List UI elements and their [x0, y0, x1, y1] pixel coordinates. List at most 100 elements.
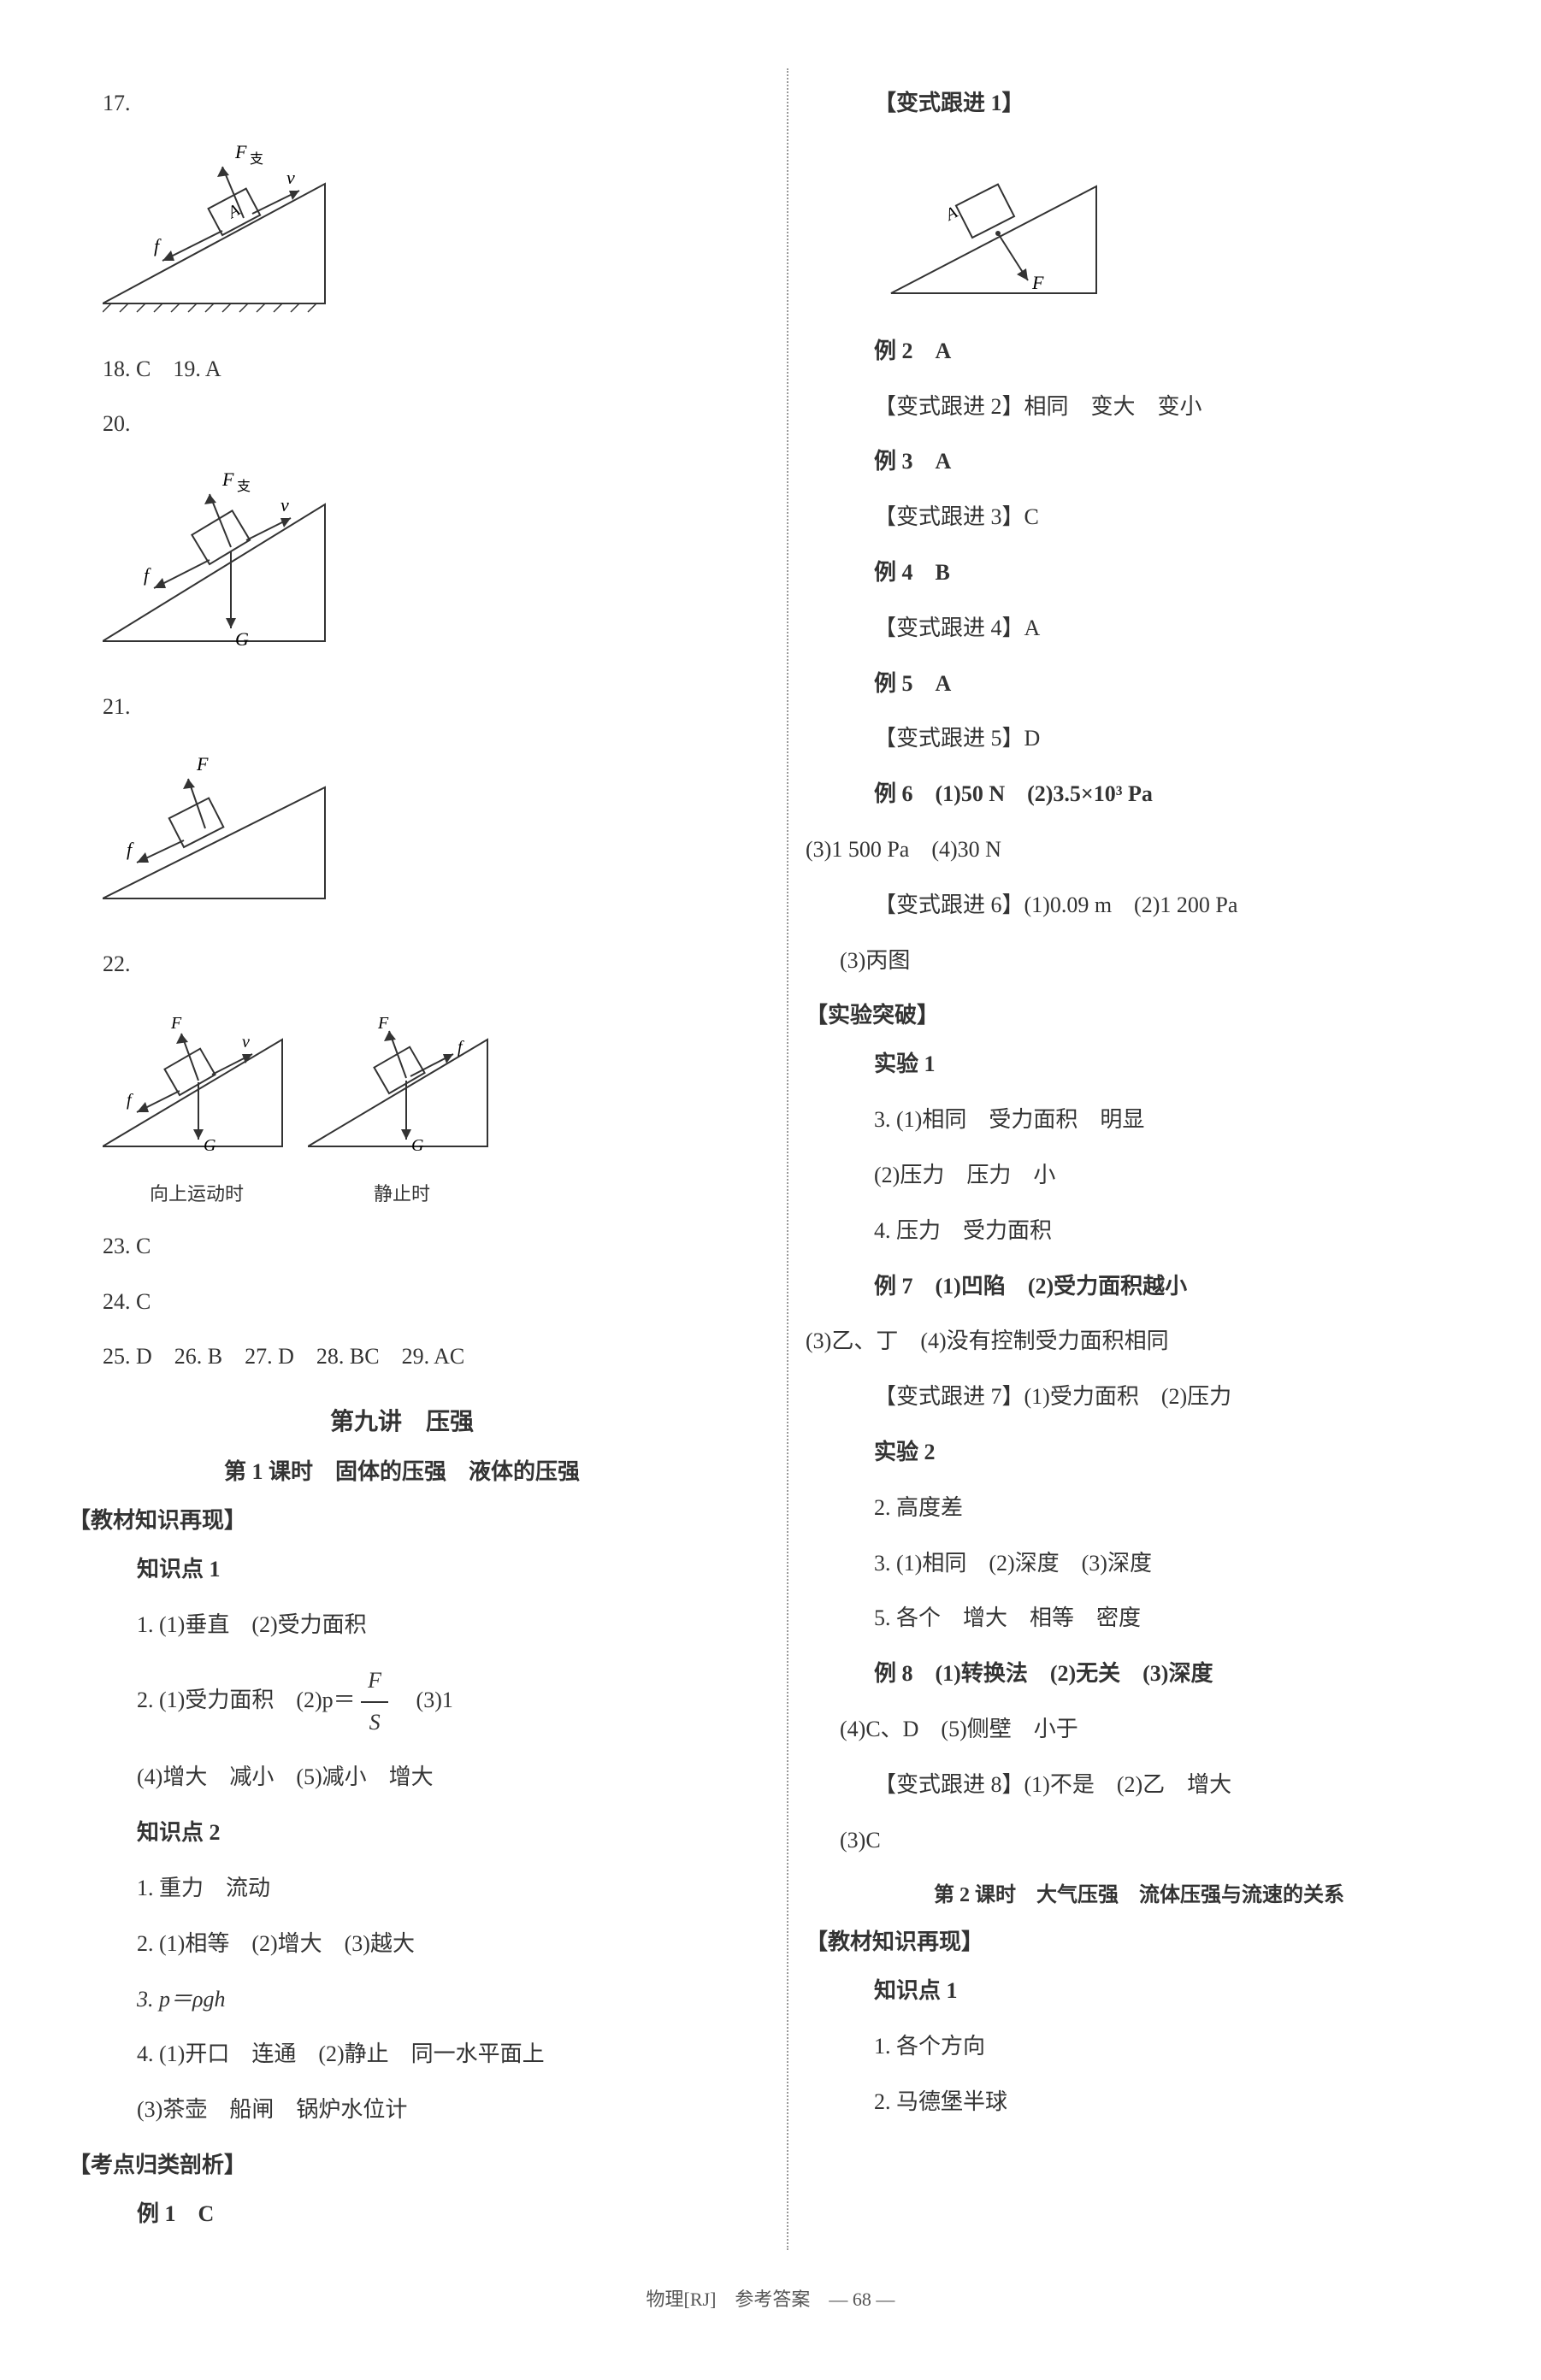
q22-right-caption: 静止时 — [308, 1177, 496, 1211]
ex6: 例 6 (1)50 N (2)3.5×10³ Pa — [806, 775, 1473, 815]
var2: 【变式跟进 2】相同 变大 变小 — [806, 387, 1473, 427]
ex4: 例 4 B — [806, 553, 1473, 593]
lecture-heading: 第九讲 压强 — [68, 1403, 735, 1437]
var7: 【变式跟进 7】(1)受力面积 (2)压力 — [806, 1377, 1473, 1417]
label-F20: F — [221, 468, 234, 490]
svg-text:A: A — [942, 203, 961, 225]
var1-diagram: A F — [806, 139, 1473, 316]
label-f20: f — [144, 564, 151, 586]
label-F20-sub: 支 — [237, 479, 251, 494]
exp1-4: 4. 压力 受力面积 — [806, 1211, 1473, 1252]
q21-diagram: F f — [103, 736, 735, 929]
kp2-2: 2. (1)相等 (2)增大 (3)越大 — [68, 1924, 735, 1965]
ex1: 例 1 C — [68, 2194, 735, 2235]
kp1-title: 知识点 1 — [68, 1550, 735, 1590]
kp2-4: 4. (1)开口 连通 (2)静止 同一水平面上 — [68, 2035, 735, 2075]
q17-diagram: A F 支 f v — [103, 133, 735, 334]
kp1-1: 1. (1)垂直 (2)受力面积 — [68, 1605, 735, 1646]
svg-text:F: F — [170, 1014, 182, 1033]
kp1-title2: 知识点 1 — [806, 1971, 1473, 2012]
ex7-text: 例 7 (1)凹陷 (2)受力面积越小 — [874, 1274, 1187, 1299]
label-v: v — [286, 167, 295, 188]
var6b: (3)丙图 — [806, 941, 1473, 981]
exp1-title: 实验 1 — [806, 1045, 1473, 1085]
label-F21: F — [196, 753, 209, 775]
kp1-1r: 1. 各个方向 — [806, 2027, 1473, 2067]
kp1-2-fraction: F S — [361, 1661, 388, 1743]
exp2-title: 实验 2 — [806, 1433, 1473, 1473]
q22-diagrams: F v f G 向上运动时 — [103, 993, 735, 1211]
q24: 24. C — [68, 1282, 735, 1323]
q21-number: 21. — [103, 694, 131, 719]
var8b: (3)C — [806, 1821, 1473, 1861]
exp2-5: 5. 各个 增大 相等 密度 — [806, 1599, 1473, 1639]
ex8-text: 例 8 (1)转换法 (2)无关 (3)深度 — [874, 1661, 1213, 1686]
var6: 【变式跟进 6】(1)0.09 m (2)1 200 Pa — [806, 886, 1473, 926]
var8: 【变式跟进 8】(1)不是 (2)乙 增大 — [806, 1765, 1473, 1806]
ex7: 例 7 (1)凹陷 (2)受力面积越小 — [806, 1267, 1473, 1307]
var1-title: 【变式跟进 1】 — [806, 84, 1473, 124]
q22-label: 22. F v — [68, 945, 735, 1211]
exp1-3: 3. (1)相同 受力面积 明显 — [806, 1100, 1473, 1140]
q20-label: 20. F 支 f — [68, 404, 735, 672]
ex8: 例 8 (1)转换法 (2)无关 (3)深度 — [806, 1654, 1473, 1694]
kp2-1: 1. 重力 流动 — [68, 1869, 735, 1909]
ex5: 例 5 A — [806, 664, 1473, 704]
q25-29: 25. D 26. B 27. D 28. BC 29. AC — [68, 1337, 735, 1377]
section-textbook2: 【教材知识再现】 — [806, 1924, 1473, 1956]
kp1-2-suffix: (3)1 — [394, 1688, 453, 1712]
label-F-sub: 支 — [250, 151, 263, 167]
period1-heading: 第 1 课时 固体的压强 液体的压强 — [68, 1454, 735, 1486]
q21-label: 21. F f — [68, 687, 735, 929]
ex6-text: 例 6 (1)50 N (2)3.5×10³ Pa — [874, 781, 1153, 806]
var4: 【变式跟进 4】A — [806, 609, 1473, 649]
q22-right-wrapper: F f G 静止时 — [308, 993, 496, 1211]
label-G20: G — [235, 628, 249, 650]
q18-q19: 18. C 19. A — [68, 350, 735, 390]
svg-text:G: G — [204, 1136, 216, 1155]
exp2-2: 2. 高度差 — [806, 1488, 1473, 1529]
svg-text:v: v — [242, 1033, 250, 1052]
page-container: 17. — [51, 68, 1490, 2250]
kp2-3: 3. p＝ρgh — [68, 1980, 735, 2020]
label-f: f — [154, 235, 162, 256]
section-exp: 【实验突破】 — [806, 998, 1473, 1029]
var5: 【变式跟进 5】D — [806, 719, 1473, 759]
svg-text:f: f — [127, 1091, 133, 1110]
label-f21: f — [127, 839, 134, 860]
q20-number: 20. — [103, 411, 131, 436]
exp2-3: 3. (1)相同 (2)深度 (3)深度 — [806, 1544, 1473, 1584]
kp1-2r: 2. 马德堡半球 — [806, 2082, 1473, 2123]
svg-text:F: F — [377, 1014, 389, 1033]
q22-left-wrapper: F v f G 向上运动时 — [103, 993, 291, 1211]
q22-left-caption: 向上运动时 — [103, 1177, 291, 1211]
kp1-2: 2. (1)受力面积 (2)p＝ F S (3)1 — [68, 1661, 735, 1743]
ex3: 例 3 A — [806, 442, 1473, 482]
label-F: F — [234, 141, 247, 162]
ex6b: (3)1 500 Pa (4)30 N — [806, 830, 1473, 870]
right-column: 【变式跟进 1】 A F 例 2 A 【变式跟进 2】相同 变大 变小 例 3 … — [787, 68, 1490, 2250]
page-footer: 物理[RJ] 参考答案 — 68 — — [51, 2284, 1490, 2312]
q22-number: 22. — [103, 951, 131, 976]
left-column: 17. — [51, 68, 753, 2250]
kp1-2-den: S — [363, 1703, 387, 1743]
var3: 【变式跟进 3】C — [806, 498, 1473, 538]
q20-diagram: F 支 f v G — [103, 453, 735, 672]
kp2-4b: (3)茶壶 船闸 锅炉水位计 — [68, 2090, 735, 2130]
ex2: 例 2 A — [806, 332, 1473, 372]
kp1-2-num: F — [361, 1661, 388, 1703]
ex8b: (4)C、D (5)侧壁 小于 — [806, 1710, 1473, 1750]
section-textbook: 【教材知识再现】 — [68, 1503, 735, 1535]
svg-text:G: G — [411, 1136, 424, 1155]
exp1-3b: (2)压力 压力 小 — [806, 1156, 1473, 1196]
kp2-title: 知识点 2 — [68, 1813, 735, 1853]
q23: 23. C — [68, 1227, 735, 1267]
label-v20: v — [280, 494, 289, 515]
kp1-2-prefix: 2. (1)受力面积 (2)p＝ — [137, 1688, 356, 1712]
svg-text:F: F — [1031, 272, 1044, 293]
section-analysis: 【考点归类剖析】 — [68, 2147, 735, 2179]
q17-number: 17. — [103, 91, 131, 115]
kp1-4: (4)增大 减小 (5)减小 增大 — [68, 1758, 735, 1798]
ex7b: (3)乙、丁 (4)没有控制受力面积相同 — [806, 1322, 1473, 1362]
period2-heading: 第 2 课时 大气压强 流体压强与流速的关系 — [806, 1877, 1473, 1907]
